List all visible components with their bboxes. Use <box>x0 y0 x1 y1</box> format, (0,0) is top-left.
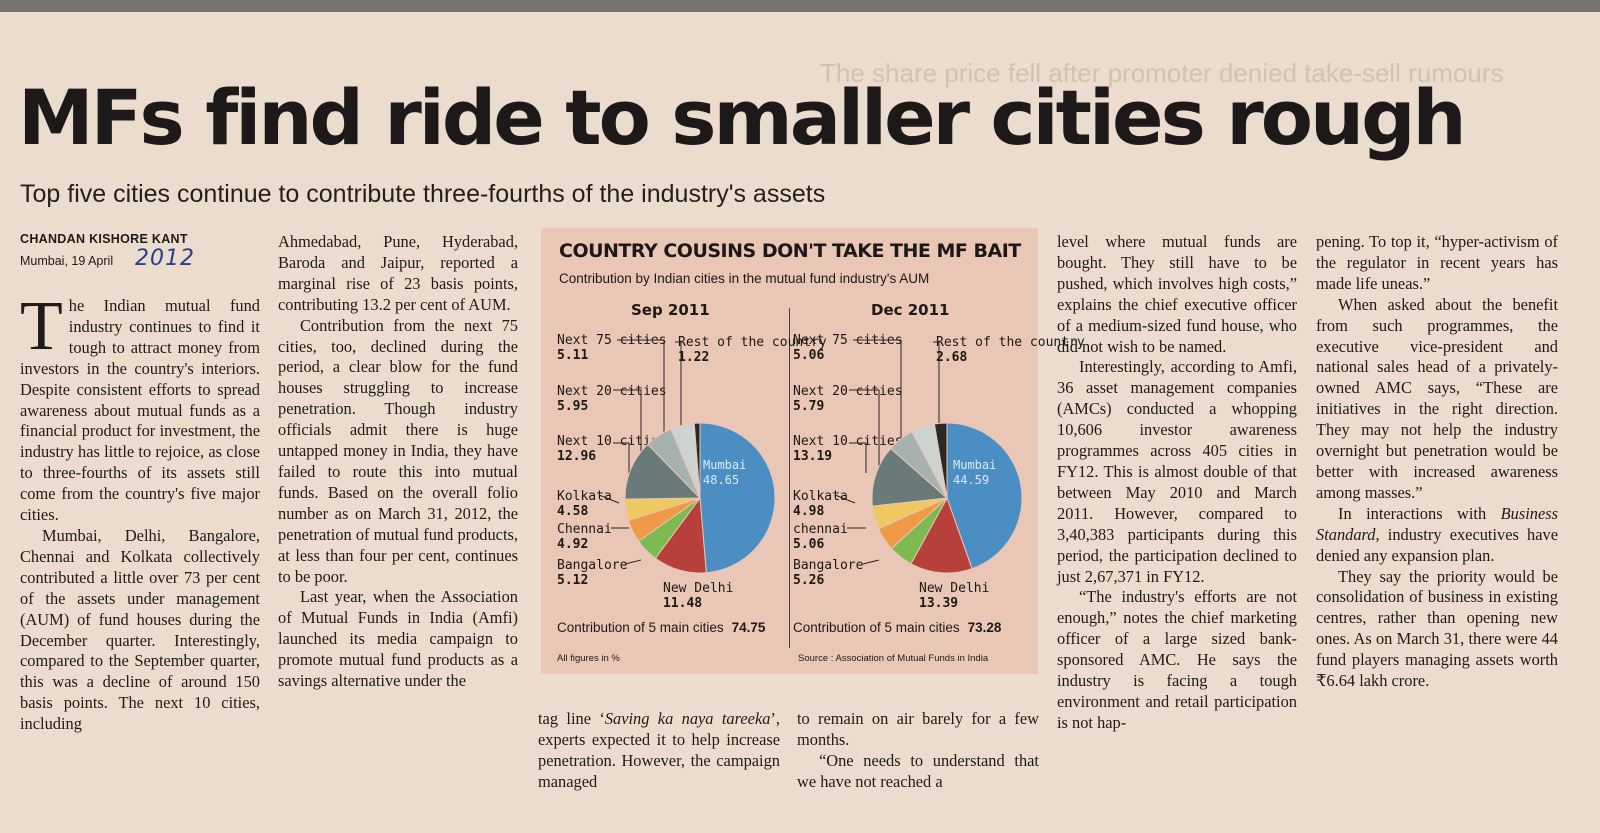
column-2: Ahmedabad, Pune, Hyderabad, Baroda and J… <box>278 232 518 692</box>
paragraph: Last year, when the Association of Mutua… <box>278 587 518 691</box>
label-chennai: Chennai 4.92 <box>557 522 612 552</box>
paragraph: Mumbai, Delhi, Bangalore, Chennai and Ko… <box>20 525 260 734</box>
total-contribution-dec: Contribution of 5 main cities 73.28 <box>793 620 1002 635</box>
paragraph: to remain on air barely for a few months… <box>797 709 1039 749</box>
chart-subtitle: Contribution by Indian cities in the mut… <box>559 271 930 286</box>
label-next10: Next 10 cities 13.19 <box>793 434 903 464</box>
handwritten-year: 2012 <box>135 246 195 271</box>
total-contribution-sep: Contribution of 5 main cities 74.75 <box>557 620 766 635</box>
paragraph: “One needs to understand that we have no… <box>797 750 1039 791</box>
label-rest: Rest of the country 1.22 <box>678 335 827 365</box>
dateline: Mumbai, 19 April <box>20 254 114 268</box>
label-bangalore: Bangalore 5.26 <box>793 558 864 588</box>
pie-chart-dec-2011: Mumbai 44.59 <box>834 339 1023 574</box>
paragraph: Contribution from the next 75 cities, to… <box>278 315 518 586</box>
column-5: level where mutual funds are bought. The… <box>1057 232 1297 734</box>
top-border <box>0 0 1600 12</box>
chart-divider <box>789 308 790 648</box>
pie-slice-label: Mumbai <box>953 458 996 472</box>
paragraph: pening. To top it, “hyper-activism of th… <box>1316 232 1558 293</box>
label-next20: Next 20 cities 5.79 <box>793 384 903 414</box>
label-next20: Next 20 cities 5.95 <box>557 384 667 414</box>
drop-cap: T <box>20 288 63 365</box>
pie-chart-sep-2011: Mumbai 48.65 <box>598 339 776 574</box>
pie-slice-value: 48.65 <box>703 473 739 487</box>
paragraph: When asked about the benefit from such p… <box>1316 294 1558 502</box>
paragraph: Ahmedabad, Pune, Hyderabad, Baroda and J… <box>278 232 518 314</box>
paragraph: In interactions with Business Standard, … <box>1316 503 1558 565</box>
column-1: T he Indian mutual fund industry continu… <box>20 288 260 735</box>
pie-slice-mumbai <box>699 422 776 574</box>
label-kolkata: Kolkata 4.98 <box>793 489 848 519</box>
label-newdelhi: New Delhi 11.48 <box>663 581 734 611</box>
subheadline: Top five cities continue to contribute t… <box>20 180 826 208</box>
paragraph: he Indian mutual fund industry continues… <box>20 296 260 525</box>
byline: CHANDAN KISHORE KANT <box>20 232 188 246</box>
paragraph: Interestingly, according to Amfi, 36 ass… <box>1057 357 1297 586</box>
pie-slice-mumbai <box>946 422 1023 570</box>
pie-slice-label: Mumbai <box>703 458 746 472</box>
column-6: pening. To top it, “hyper-activism of th… <box>1316 232 1558 692</box>
footnote: All figures in % <box>557 653 620 664</box>
label-chennai: chennai 5.06 <box>793 522 848 552</box>
label-next75: Next 75 cities 5.06 <box>793 333 903 363</box>
label-bangalore: Bangalore 5.12 <box>557 558 628 588</box>
neighbor-article-bleed: The share price fell after promoter deni… <box>820 58 1504 88</box>
column-4: to remain on air barely for a few months… <box>797 709 1039 793</box>
label-newdelhi: New Delhi 13.39 <box>919 581 990 611</box>
pie-slice-value: 44.59 <box>953 473 989 487</box>
paragraph: level where mutual funds are bought. The… <box>1057 232 1297 356</box>
column-3: tag line ‘Saving ka naya tareeka’, exper… <box>538 709 780 791</box>
label-next10: Next 10 cities 12.96 <box>557 434 667 464</box>
label-next75: Next 75 cities 5.11 <box>557 333 667 363</box>
label-kolkata: Kolkata 4.58 <box>557 489 612 519</box>
headline: MFs find ride to smaller cities rough <box>18 73 1467 162</box>
pie-slice-rest-of-the-country <box>933 422 948 499</box>
chart-title: COUNTRY COUSINS DON'T TAKE THE MF BAIT <box>559 240 1021 262</box>
source-note: Source : Association of Mutual Funds in … <box>798 653 989 664</box>
label-rest: Rest of the country 2.68 <box>936 335 1085 365</box>
period-label-sep: Sep 2011 <box>631 301 710 319</box>
pie-slice-next-10-cities <box>624 443 702 500</box>
paragraph: “The industry's efforts are not enough,”… <box>1057 587 1297 732</box>
period-label-dec: Dec 2011 <box>871 301 950 319</box>
pie-slice-rest-of-the-country <box>693 422 701 499</box>
chart-box: COUNTRY COUSINS DON'T TAKE THE MF BAIT C… <box>541 228 1085 674</box>
leader-lines <box>598 339 682 565</box>
pie-slice-new-delhi <box>910 496 973 574</box>
paragraph: They say the priority would be consolida… <box>1316 566 1558 691</box>
pie-slice-next-10-cities <box>871 447 949 507</box>
